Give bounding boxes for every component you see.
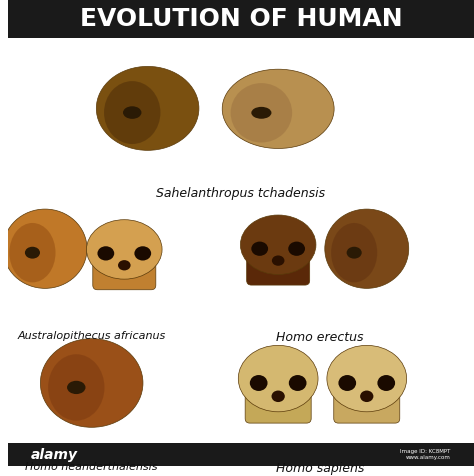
Ellipse shape — [87, 220, 162, 279]
Ellipse shape — [222, 69, 334, 149]
Ellipse shape — [240, 215, 316, 275]
Text: Sahelanthropus tchadensis: Sahelanthropus tchadensis — [156, 187, 326, 200]
Ellipse shape — [98, 246, 114, 260]
Text: Homo neanderthalensis: Homo neanderthalensis — [26, 462, 158, 472]
FancyBboxPatch shape — [93, 247, 156, 290]
Ellipse shape — [123, 106, 141, 119]
Ellipse shape — [250, 375, 267, 391]
FancyBboxPatch shape — [8, 0, 474, 38]
Ellipse shape — [104, 81, 160, 144]
Ellipse shape — [40, 339, 143, 427]
Text: EVOLUTION OF HUMAN: EVOLUTION OF HUMAN — [80, 7, 402, 31]
Ellipse shape — [346, 247, 362, 258]
Ellipse shape — [325, 209, 409, 288]
Ellipse shape — [231, 83, 292, 142]
Ellipse shape — [377, 375, 395, 391]
Ellipse shape — [338, 375, 356, 391]
Ellipse shape — [96, 67, 199, 150]
Ellipse shape — [360, 390, 374, 402]
Ellipse shape — [289, 375, 307, 391]
Ellipse shape — [251, 107, 272, 119]
FancyBboxPatch shape — [245, 377, 311, 423]
Ellipse shape — [134, 246, 151, 260]
Ellipse shape — [25, 247, 40, 258]
Text: alamy: alamy — [31, 448, 78, 462]
Ellipse shape — [67, 381, 85, 394]
FancyBboxPatch shape — [8, 443, 474, 466]
Ellipse shape — [9, 223, 55, 282]
Ellipse shape — [327, 346, 407, 412]
Ellipse shape — [288, 242, 305, 256]
Ellipse shape — [3, 209, 87, 288]
FancyBboxPatch shape — [334, 377, 400, 423]
FancyBboxPatch shape — [246, 242, 310, 285]
Ellipse shape — [48, 354, 104, 421]
Ellipse shape — [118, 260, 131, 270]
Ellipse shape — [331, 223, 377, 282]
Text: Australopithecus africanus: Australopithecus africanus — [18, 331, 166, 341]
Text: Homo sapiens: Homo sapiens — [276, 462, 365, 475]
Ellipse shape — [272, 256, 284, 266]
Text: Homo erectus: Homo erectus — [276, 331, 364, 344]
Ellipse shape — [272, 390, 285, 402]
Text: Image ID: KC8MPT
www.alamy.com: Image ID: KC8MPT www.alamy.com — [401, 449, 451, 460]
Ellipse shape — [251, 242, 268, 256]
Ellipse shape — [238, 346, 318, 412]
